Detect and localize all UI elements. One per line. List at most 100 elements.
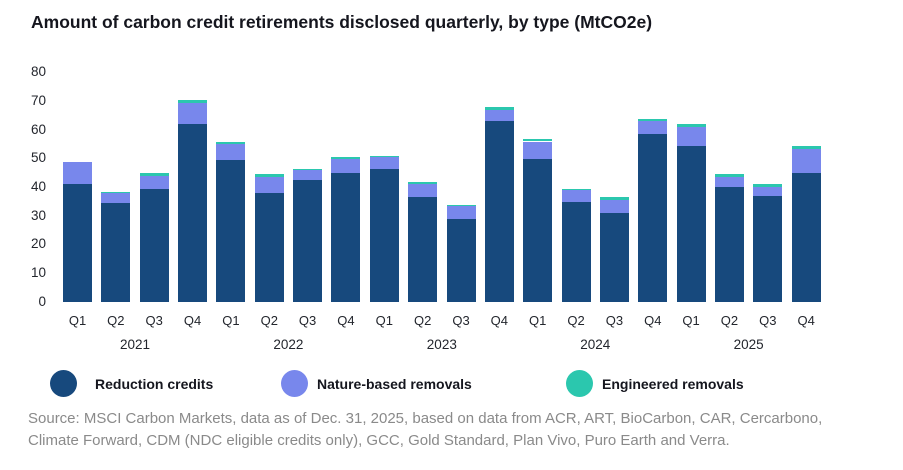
y-tick-label: 20: [30, 236, 46, 252]
bar-segment-reduction-credits: [676, 145, 706, 302]
x-tick-label: Q3: [759, 313, 777, 328]
source-line-2: Climate Forward, CDM (NDC eligible credi…: [28, 432, 730, 449]
bar-segment-engineered-removals: [523, 138, 553, 142]
bar-segment-nature-based-removals: [753, 187, 783, 196]
bar-segment-nature-based-removals: [369, 157, 399, 169]
bar-segment-nature-based-removals: [523, 141, 553, 159]
bar-segment-nature-based-removals: [101, 193, 131, 204]
bar-segment-nature-based-removals: [791, 148, 821, 174]
x-tick-label: Q4: [797, 313, 815, 328]
y-tick-label: 30: [30, 207, 46, 223]
chart-title: Amount of carbon credit retirements disc…: [31, 12, 653, 32]
bar-segment-nature-based-removals: [484, 109, 514, 122]
y-tick-label: 70: [30, 92, 46, 108]
bar-segment-engineered-removals: [254, 174, 284, 178]
x-tick-label: Q1: [529, 313, 547, 328]
bar-segment-engineered-removals: [676, 124, 706, 128]
year-label: 2023: [426, 337, 457, 352]
bar-segment-nature-based-removals: [216, 144, 246, 161]
x-tick-label: Q4: [337, 313, 355, 328]
source-text: Source: MSCI Carbon Markets, data as of …: [28, 408, 898, 452]
bar-segment-engineered-removals: [139, 173, 169, 176]
x-tick-label: Q3: [605, 313, 624, 328]
bar-segment-reduction-credits: [753, 195, 783, 302]
bar-segment-nature-based-removals: [676, 127, 706, 146]
bar-segment-reduction-credits: [63, 184, 92, 302]
legend-label: Nature-based removals: [317, 375, 472, 392]
bar-segment-nature-based-removals: [331, 158, 361, 174]
bar-segment-reduction-credits: [101, 203, 131, 302]
x-tick-label: Q4: [490, 313, 509, 328]
bar-segment-reduction-credits: [791, 173, 821, 302]
y-tick-label: 80: [30, 64, 46, 80]
x-tick-label: Q4: [183, 313, 202, 328]
x-tick-label: Q2: [107, 313, 125, 328]
bar-segment-reduction-credits: [484, 121, 514, 302]
bar-segment-engineered-removals: [484, 107, 514, 110]
legend-label: Reduction credits: [95, 375, 214, 392]
bar-segment-nature-based-removals: [254, 177, 284, 194]
bar-segment-nature-based-removals: [561, 190, 591, 202]
bar-segment-reduction-credits: [523, 158, 553, 302]
bar-segment-reduction-credits: [714, 187, 744, 302]
x-tick-label: Q2: [260, 313, 278, 328]
legend-swatch-icon: [281, 370, 308, 397]
year-label: 2025: [733, 337, 764, 352]
y-tick-label: 0: [38, 293, 46, 309]
bar-segment-reduction-credits: [293, 180, 323, 302]
bar-segment-engineered-removals: [293, 168, 323, 171]
y-tick-label: 60: [30, 121, 46, 137]
year-label: 2024: [580, 337, 611, 352]
x-tick-label: Q2: [413, 313, 432, 328]
bar-segment-nature-based-removals: [293, 170, 323, 181]
x-tick-label: Q1: [375, 313, 393, 328]
x-tick-label: Q3: [298, 313, 317, 328]
x-tick-label: Q1: [68, 313, 87, 328]
bar-segment-reduction-credits: [139, 188, 169, 302]
legend-swatch-icon: [566, 370, 593, 397]
bar-segment-nature-based-removals: [178, 102, 208, 125]
year-label: 2022: [273, 337, 304, 352]
bar-segment-reduction-credits: [408, 197, 438, 302]
bar-segment-reduction-credits: [254, 193, 284, 302]
bar-segment-nature-based-removals: [63, 161, 92, 185]
x-tick-label: Q2: [720, 313, 739, 328]
bar-segment-engineered-removals: [714, 174, 744, 178]
year-label: 2021: [119, 337, 151, 352]
bar-segment-nature-based-removals: [714, 177, 744, 188]
bar-segment-engineered-removals: [791, 145, 821, 149]
bar-segment-engineered-removals: [561, 188, 591, 191]
source-line-1: Source: MSCI Carbon Markets, data as of …: [28, 410, 823, 427]
legend-swatch-icon: [50, 370, 77, 397]
bar-segment-nature-based-removals: [638, 121, 668, 135]
bar-segment-nature-based-removals: [599, 200, 629, 214]
bar-segment-reduction-credits: [331, 173, 361, 302]
bar-segment-engineered-removals: [331, 157, 361, 159]
bar-segment-engineered-removals: [446, 204, 476, 206]
bar-segment-reduction-credits: [446, 218, 476, 302]
bar-segment-engineered-removals: [369, 155, 399, 158]
bar-segment-engineered-removals: [178, 99, 208, 103]
x-tick-label: Q1: [222, 313, 240, 328]
bar-segment-reduction-credits: [561, 201, 591, 302]
bar-segment-reduction-credits: [178, 124, 208, 302]
bar-segment-engineered-removals: [753, 184, 783, 188]
bar-segment-engineered-removals: [638, 118, 668, 122]
bar-segment-engineered-removals: [101, 191, 131, 194]
y-tick-label: 40: [30, 178, 46, 194]
bar-segment-reduction-credits: [216, 160, 246, 302]
y-tick-label: 50: [30, 150, 46, 166]
x-tick-label: Q1: [682, 313, 700, 328]
x-tick-label: Q3: [452, 313, 470, 328]
legend-label: Engineered removals: [602, 375, 744, 392]
bar-segment-reduction-credits: [369, 168, 399, 302]
x-tick-label: Q4: [644, 313, 662, 328]
bar-segment-nature-based-removals: [408, 184, 438, 198]
legend-item: Reduction credits: [50, 370, 213, 397]
x-tick-label: Q3: [145, 313, 163, 328]
bar-segment-nature-based-removals: [139, 175, 169, 189]
legend-item: Engineered removals: [566, 370, 744, 397]
y-tick-label: 10: [30, 264, 46, 280]
bar-segment-engineered-removals: [599, 197, 629, 201]
